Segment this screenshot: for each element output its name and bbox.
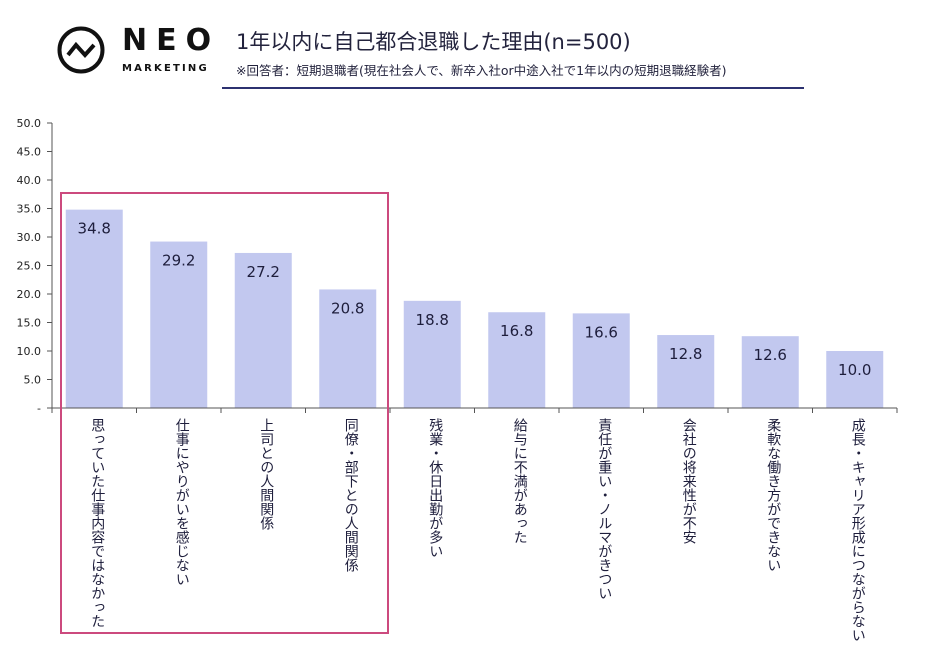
value-label: 18.8	[416, 311, 449, 329]
neo-wave-circle-icon	[57, 26, 105, 74]
category-label: 会社の将来性が不安	[680, 418, 697, 544]
y-tick-label: 35.0	[17, 203, 42, 216]
y-tick-label: 50.0	[17, 117, 42, 130]
value-label: 12.6	[754, 346, 787, 364]
value-label: 16.8	[500, 322, 533, 340]
y-tick-label: 5.0	[24, 374, 42, 387]
y-tick-label: 45.0	[17, 146, 42, 159]
bar	[741, 336, 799, 408]
bar	[572, 313, 630, 408]
y-tick-label: 15.0	[17, 317, 42, 330]
value-label: 29.2	[162, 252, 195, 270]
value-label: 20.8	[331, 299, 364, 317]
y-tick-label: 20.0	[17, 288, 42, 301]
page-subtitle: ※回答者：短期退職者(現在社会人で、新卒入社or中途入社で1年以内の短期退職経験…	[236, 63, 727, 78]
category-label: 思っていた仕事内容ではなかった	[89, 418, 106, 628]
category-label: 責任が重い・ノルマがきつい	[596, 418, 613, 600]
value-label: 12.8	[669, 345, 702, 363]
value-label: 16.6	[585, 323, 618, 341]
x-axis	[51, 407, 898, 413]
y-tick-label: -	[37, 402, 41, 415]
category-label: 上司との人間関係	[258, 418, 275, 530]
bars-group	[65, 209, 884, 408]
category-label: 柔軟な働き方ができない	[765, 418, 782, 572]
y-tick-label: 30.0	[17, 231, 42, 244]
y-tick-label: 25.0	[17, 260, 42, 273]
brand-name: NEO	[122, 23, 221, 58]
brand-logo: NEO MARKETING	[56, 23, 216, 80]
category-label: 残業・休日出勤が多い	[427, 418, 444, 558]
y-tick-label: 10.0	[17, 345, 42, 358]
value-label: 27.2	[247, 263, 280, 281]
category-label: 成長・キャリア形成につながらない	[849, 418, 866, 642]
bar	[403, 300, 461, 408]
y-tick-label: 40.0	[17, 174, 42, 187]
page-title: 1年以内に自己都合退職した理由(n=500)	[236, 30, 631, 54]
bar	[234, 252, 292, 408]
bar	[826, 351, 884, 408]
y-axis: - 5.0 10.0 15.0 20.0 25.0 30.0 35.0 40.0 45.0 50.0	[17, 117, 53, 415]
bar	[150, 241, 208, 408]
category-label: 給与に不満があった	[511, 418, 528, 544]
bar	[488, 312, 546, 408]
category-label: 同僚・部下との人間関係	[342, 418, 359, 572]
value-label: 10.0	[838, 361, 871, 379]
brand-subname: MARKETING	[122, 63, 209, 74]
value-labels-group: 34.8 29.2 27.2 20.8 18.8 16.8 16.6 12.8 12.6 10.0	[78, 220, 872, 379]
bar	[319, 289, 377, 408]
value-label: 34.8	[78, 220, 111, 238]
highlight-box	[60, 192, 389, 634]
category-label: 仕事にやりがいを感じない	[173, 418, 190, 586]
bar	[65, 209, 123, 408]
bar	[657, 335, 715, 408]
header-rule	[222, 87, 804, 89]
